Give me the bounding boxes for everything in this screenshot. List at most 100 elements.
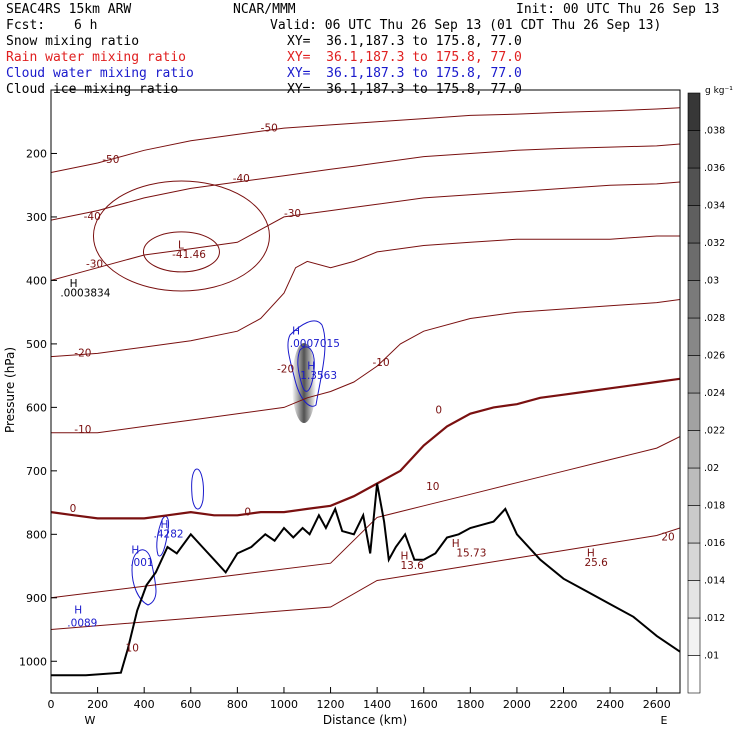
contour-annotation: H [452, 538, 460, 550]
x-tick-label: 2400 [596, 698, 624, 711]
cold-low-contour [142, 231, 220, 273]
colorbar-bin [687, 542, 701, 581]
y-axis-label: Pressure (hPa) [3, 347, 17, 433]
contour-annotation: -30 [284, 208, 301, 220]
init-time: Init: 00 UTC Thu 26 Sep 13 [516, 2, 720, 17]
contour-annotation: .001 [130, 557, 153, 569]
contour-annotation: 13.6 [400, 560, 424, 572]
contour-annotation: .0089 [67, 617, 97, 629]
contour-annotation: -20 [74, 348, 91, 360]
colorbar-bin [687, 505, 701, 544]
contour-annotation: .0003834 [60, 287, 110, 299]
x-tick-label: 2200 [550, 698, 578, 711]
contour-annotation: H [70, 278, 78, 290]
x-tick-label: 1200 [317, 698, 345, 711]
isotherm--10 [51, 299, 680, 434]
cold-low-contour [92, 180, 270, 292]
east-end-label: E [661, 714, 668, 727]
contour-annotation: 0 [244, 506, 251, 518]
contour-annotation: -30 [86, 259, 103, 271]
colorbar-tick-label: .038 [704, 126, 725, 137]
isotherm-0 [51, 377, 680, 520]
colorbar-tick-label: .018 [704, 501, 725, 512]
contour-annotation: -50 [261, 122, 278, 134]
y-tick-label: 400 [26, 274, 47, 287]
contour-annotation: 10 [426, 481, 439, 493]
fcst-value: 6 h [74, 18, 98, 33]
plot-frame [50, 89, 681, 694]
colorbar-bin [687, 467, 701, 506]
contour-annotation: H [131, 544, 139, 556]
colorbar-tick-label: .01 [704, 651, 719, 662]
colorbar-tick-label: .036 [704, 163, 725, 174]
field-xy-snow: XY= 36.1,187.3 to 175.8, 77.0 [287, 34, 522, 49]
valid-time: Valid: 06 UTC Thu 26 Sep 13 (01 CDT Thu … [270, 18, 662, 33]
isotherm--20 [51, 235, 680, 358]
colorbar-tick-label: .024 [704, 388, 725, 399]
contour-annotation: .4282 [154, 528, 184, 540]
y-tick-label: 1000 [19, 655, 47, 668]
isotherm-10 [51, 436, 680, 599]
contour-annotation: 10 [126, 643, 139, 655]
x-tick-label: 2600 [643, 698, 671, 711]
contour-annotation: 0 [70, 503, 77, 515]
y-tick-label: 300 [26, 211, 47, 224]
contour-annotation: H [292, 325, 300, 337]
contour-annotation: H [307, 360, 315, 372]
y-tick-label: 200 [26, 147, 47, 160]
contour-annotation: 15.73 [456, 548, 486, 560]
cloud-water-contour [287, 320, 326, 407]
colorbar-bin [687, 430, 701, 469]
model-name: SEAC4RS 15km ARW [6, 2, 132, 17]
contour-annotation: .0007015 [290, 338, 340, 350]
colorbar-tick-label: .026 [704, 351, 725, 362]
colorbar-bin [687, 167, 701, 206]
contour-annotation: 0 [435, 405, 442, 417]
x-tick-label: 600 [180, 698, 201, 711]
colorbar-tick-label: .03 [704, 276, 719, 287]
field-xy-cloud-water: XY= 36.1,187.3 to 175.8, 77.0 [287, 66, 522, 81]
cloud-water-contour [297, 346, 315, 392]
colorbar-tick-label: .014 [704, 576, 725, 587]
isotherm--40 [51, 143, 680, 221]
colorbar-tick-label: .02 [704, 463, 719, 474]
colorbar-bin [687, 92, 701, 131]
field-name-snow: Snow mixing ratio [6, 34, 140, 49]
contour-annotation: -40 [233, 173, 250, 185]
colorbar-tick-label: .016 [704, 538, 725, 549]
colorbar-unit: g kg⁻¹ [705, 86, 733, 96]
contour-annotation: -10 [74, 424, 91, 436]
isotherm--50 [51, 107, 680, 173]
x-tick-label: 1000 [270, 698, 298, 711]
contour-annotation: 25.6 [584, 557, 608, 569]
colorbar-bin [687, 317, 701, 356]
colorbar-tick-label: .012 [704, 613, 725, 624]
contour-annotation: H [160, 519, 168, 531]
y-tick-label: 500 [26, 338, 47, 351]
y-tick-label: 800 [26, 528, 47, 541]
x-tick-label: 400 [134, 698, 155, 711]
colorbar-tick-label: .028 [704, 313, 725, 324]
colorbar-tick-label: .034 [704, 201, 725, 212]
terrain-line [51, 483, 680, 677]
isotherm-20 [51, 527, 680, 630]
y-tick-label: 900 [26, 592, 47, 605]
colorbar: .01 .012 .014 .016 .018 .02 .022 .024 .026 .028 .0… [687, 92, 725, 694]
colorbar-bin [687, 280, 701, 319]
contour-annotation: H [587, 548, 595, 560]
x-tick-label: 1800 [456, 698, 484, 711]
x-tick-label: 800 [227, 698, 248, 711]
contour-annotation: -20 [277, 363, 294, 375]
x-tick-label: 2000 [503, 698, 531, 711]
colorbar-bin [687, 580, 701, 619]
field-name-rain: Rain water mixing ratio [6, 50, 187, 65]
x-axis-label: Distance (km) [323, 713, 407, 727]
x-tick-label: 1400 [363, 698, 391, 711]
contour-annotation: -10 [372, 357, 389, 369]
contour-annotation: H [74, 605, 82, 617]
contour-annotation: -40 [84, 211, 101, 223]
contour-annotation: -41.46 [172, 249, 206, 261]
isotherm--30 [51, 181, 680, 281]
west-end-label: W [85, 714, 96, 727]
